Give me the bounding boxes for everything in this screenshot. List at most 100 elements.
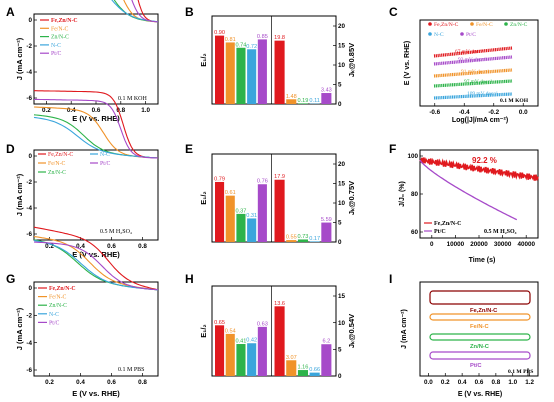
curve-pt [419,159,518,221]
legend-entry: Fe,Zn/N-C [51,18,78,24]
legend-entry: Pt/C [49,320,59,326]
bar-jk-zn [297,239,309,242]
medium-label: 0.1 M PBS [508,369,533,375]
legend-marker [504,22,508,26]
curve-fezn [419,157,539,182]
x-tick-label: -0.2 [488,109,499,116]
x-tick-label: 0.2 [441,379,450,386]
bar-label: 0.17 [309,236,320,242]
panel-letter: H [185,272,194,286]
legend-entry: Fe,Zn/N-C [48,152,73,158]
y-tick-label: -2 [26,179,32,186]
y-tick-label: 100 [407,153,418,160]
bar-jk-zn [297,103,309,104]
bar-label: 0.76 [257,179,268,185]
bar-jk-n [309,241,320,242]
bar-label: 5.59 [321,217,332,223]
medium-label: 0.1 M PBS [118,367,145,373]
x-tick-label: 10000 [447,241,465,248]
bar-label: 0.72 [246,44,257,50]
x-tick-label: 30000 [494,241,512,248]
y2-tick-label: 10 [338,320,346,327]
panel-letter: D [6,142,15,156]
x-tick-label: 0.4 [76,243,85,250]
x-tick-label: 0.8 [116,107,125,114]
legend-entry: Pt/C [466,32,476,38]
cv-label: Zn/N-C [470,344,490,350]
panel-letter: A [6,5,15,19]
y-axis-label: E₁/₂ [199,191,208,205]
bar-label: 0.31 [246,213,257,219]
bar-label: 13.6 [274,301,285,307]
bar-label: 1.48 [286,94,297,100]
panel-f: F 0 10000 20000 30000 40000 100 80 60 92.2 % Fe,Zn… [389,142,539,264]
x-tick-label: 0 [430,241,434,248]
bar-e12-pt [257,184,267,242]
y-tick-label: -6 [26,95,32,102]
bar-label: 0.65 [214,320,225,326]
legend-entry: Fe/N-C [476,22,493,28]
bar-label: 0.66 [309,367,320,373]
bar-label: 0.11 [309,98,319,104]
y-tick-label: 0 [28,153,32,160]
bar-jk-fe [286,99,297,104]
plot-frame [211,153,337,243]
bar-label: 0.19 [298,98,309,104]
bar-label: 6.2 [322,339,330,345]
y-axis-label: J (mA cm⁻²) [15,307,24,350]
x-tick-label: 0.4 [67,107,76,114]
x-tick-label: 0.0 [424,379,433,386]
bar-label: 0.85 [257,34,268,40]
panel-e: E 0.79 0.61 0.370.31 0.76 17.9 0.55 0.73 0.17 5.5… [185,142,356,246]
panel-letter: E [185,142,193,156]
x-tick-label: 1.2 [525,379,534,386]
plot-frame [33,149,159,241]
plot-frame [33,281,159,377]
y2-axis-label: Jₖ@0.54V [347,314,356,348]
y-axis-label: E₁/₂ [199,53,208,67]
legend-entry: Fe/N-C [51,26,69,32]
medium-label: 0.5 M H₂SO₄ [100,229,132,235]
x-axis-label: Time (s) [469,257,496,264]
x-tick-label: 0.6 [107,243,116,250]
cv-label: Pt/C [470,363,482,369]
y-axis-label: J (mA cm⁻²) [15,37,24,80]
tafel-line [433,46,513,58]
legend-entry: Fe/N-C [48,161,66,167]
tafel-slope-label: 109 mV dec⁻¹ [467,91,498,97]
bar-e12-pt [257,39,267,104]
x-tick-label: 0.6 [92,107,101,114]
y-tick-label: -4 [26,340,32,347]
legend-entry: Pt/C [100,161,110,167]
y-axis-label: E (V vs. RHE) [404,41,411,85]
bar-e12-n [247,49,257,104]
x-tick-label: 40000 [517,241,535,248]
tafel-slope-label: 67 mV dec⁻¹ [455,49,483,55]
y2-tick-label: 5 [338,347,342,354]
y2-tick-label: 5 [338,82,342,89]
cv-loop-pt [429,351,531,360]
plot-frame [211,285,337,377]
tafel-line [433,92,513,100]
panel-letter: F [389,142,396,156]
curve-fezn [33,226,159,291]
panel-a: A 0 -2 -4 -6 0.2 0.4 0.6 0.8 1.0 Fe,Zn/N-C Fe/N-C Zn… [6,0,159,123]
bar-e12-fezn [215,325,225,376]
bar-label: 0.63 [257,321,268,327]
bar-label: 19.8 [274,35,285,41]
bar-e12-zn [236,344,246,376]
bar-label: 0.37 [236,208,247,214]
panel-b: B 0.900.810.74 0.720.85 19.8 1.480.19 0.113.4… [185,5,356,108]
legend-entry: N-C [100,152,110,158]
legend-entry: N-C [51,43,61,49]
cv-loop-fe [429,313,531,321]
bar-label: 17.9 [274,174,285,180]
y2-tick-label: 10 [338,62,346,69]
x-tick-label: 1.0 [141,107,150,114]
bar-jk-fe [286,240,297,242]
panel-i: I 0.0 0.2 0.4 0.6 0.8 1.0 1.2 Fe,Zn/N-C Fe/N-C Zn/… [389,272,539,398]
medium-label: 0.1 M KOH [118,96,148,102]
legend-marker [428,22,432,26]
legend-entry: N-C [434,32,444,38]
